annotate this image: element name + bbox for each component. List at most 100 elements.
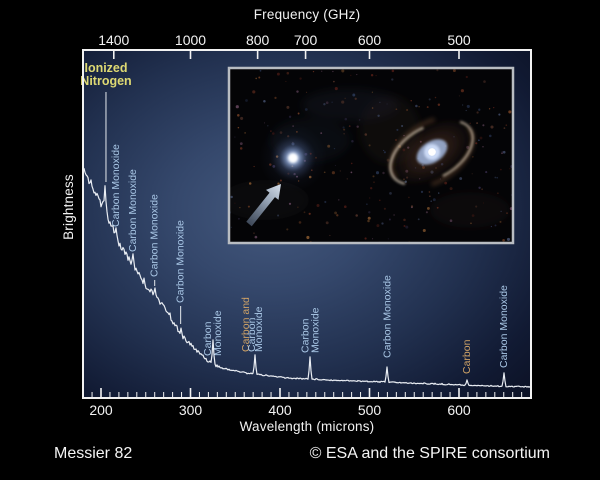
speckle (321, 70, 323, 72)
speckle (394, 138, 398, 142)
speckle (354, 97, 357, 100)
speckle (429, 195, 431, 198)
speckle (237, 114, 240, 117)
speckle (472, 156, 474, 158)
inset-spiral-galaxy (389, 117, 475, 186)
speckle (479, 136, 483, 140)
speckle (239, 142, 243, 146)
speckle (247, 205, 250, 208)
speckle (502, 238, 505, 242)
speckle (391, 69, 395, 73)
bottom-tick-label: 500 (358, 402, 382, 418)
speckle (324, 200, 327, 204)
speckle (366, 203, 368, 205)
speckle (329, 234, 331, 237)
speckle (352, 93, 356, 97)
x-axis-title: Wavelength (microns) (239, 419, 375, 434)
emission-label: Monoxide (309, 307, 321, 353)
speckle (276, 72, 280, 76)
speckle (428, 98, 431, 101)
speckle (334, 87, 338, 91)
speckle (263, 122, 266, 124)
speckle (358, 119, 361, 121)
top-axis-title: Frequency (GHz) (253, 7, 361, 22)
emission-label: Carbon and (240, 297, 252, 352)
speckle (356, 74, 358, 76)
speckle (230, 226, 232, 228)
speckle (475, 142, 478, 145)
inset-image (229, 68, 513, 243)
speckle (471, 173, 473, 175)
speckle (253, 232, 255, 235)
speckle (482, 146, 484, 148)
speckle (498, 113, 501, 116)
speckle (379, 101, 381, 103)
speckle (252, 90, 256, 94)
speckle (500, 168, 502, 171)
inset-bright-galaxy (259, 124, 327, 192)
speckle (234, 202, 236, 204)
speckle (312, 70, 315, 73)
speckle (508, 110, 512, 114)
speckle (494, 176, 497, 179)
speckle (255, 77, 257, 80)
speckle (378, 199, 381, 202)
speckle (348, 125, 351, 127)
emission-label: Carbon Monoxide (149, 194, 161, 277)
speckle (351, 139, 354, 143)
speckle (344, 97, 346, 99)
top-tick-label: 700 (294, 32, 318, 48)
speckle (331, 101, 333, 103)
emission-label: Carbon (299, 318, 311, 353)
speckle (426, 206, 430, 210)
speckle (493, 106, 495, 109)
speckle (288, 115, 292, 118)
speckle (478, 139, 480, 142)
spectrum-curve (82, 167, 532, 388)
speckle (364, 237, 367, 240)
speckle (327, 144, 331, 148)
speckle (422, 228, 426, 233)
speckle (426, 106, 429, 109)
speckle (444, 181, 448, 185)
speckle (436, 69, 439, 72)
speckle (342, 126, 345, 129)
speckle (391, 78, 394, 81)
speckle (438, 192, 440, 194)
bottom-tick-label: 600 (447, 402, 471, 418)
speckle (490, 225, 493, 228)
speckle (449, 187, 453, 191)
emission-label: Monoxide (212, 310, 224, 356)
speckle (286, 71, 290, 75)
speckle (254, 235, 258, 239)
speckle (386, 158, 390, 162)
bottom-tick-label: 300 (179, 402, 203, 418)
speckle (267, 125, 269, 127)
emission-label: Carbon (246, 317, 258, 352)
speckle (370, 73, 374, 77)
speckle (323, 171, 326, 174)
speckle (476, 122, 479, 125)
speckle (483, 202, 484, 204)
speckle (403, 218, 406, 222)
top-tick-label: 500 (447, 32, 471, 48)
speckle (367, 219, 370, 223)
speckle (325, 101, 329, 105)
speckle (369, 197, 371, 199)
speckle (475, 205, 478, 208)
speckle (506, 212, 508, 214)
speckle (403, 224, 406, 228)
speckle (333, 147, 336, 150)
speckle (343, 205, 347, 209)
speckle (371, 91, 373, 93)
speckle (240, 116, 244, 120)
emission-label: Carbon (202, 321, 214, 356)
speckle (341, 69, 345, 73)
speckle (258, 76, 261, 79)
speckle (503, 127, 506, 129)
speckle (458, 95, 460, 97)
speckle (382, 171, 385, 175)
speckle (393, 214, 395, 216)
speckle (297, 112, 300, 115)
speckle (304, 108, 308, 111)
